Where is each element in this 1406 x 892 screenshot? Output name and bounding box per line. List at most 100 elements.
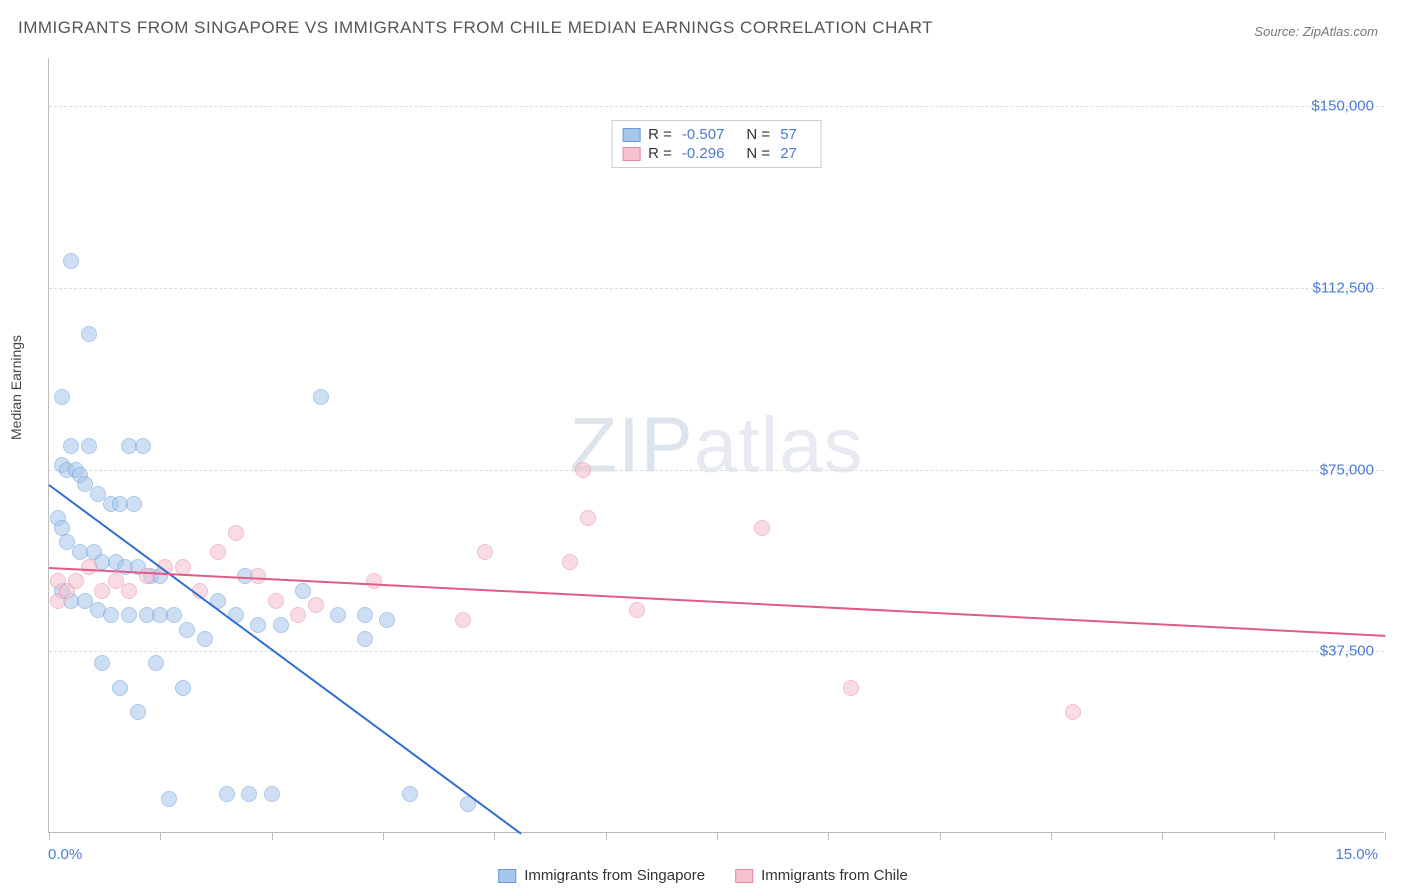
data-point [228,525,244,541]
data-point [402,786,418,802]
data-point [264,786,280,802]
data-point [379,612,395,628]
r-label: R = [648,145,672,162]
r-label: R = [648,126,672,143]
data-point [81,559,97,575]
x-tick [49,832,50,840]
data-point [357,631,373,647]
data-point [477,544,493,560]
stats-row-singapore: R = -0.507 N = 57 [622,125,811,144]
gridline [49,106,1384,107]
x-tick [606,832,607,840]
stats-legend-box: R = -0.507 N = 57 R = -0.296 N = 27 [611,120,822,168]
data-point [94,655,110,671]
legend-label-chile: Immigrants from Chile [761,867,908,884]
data-point [68,573,84,589]
data-point [1065,704,1081,720]
data-point [54,389,70,405]
data-point [455,612,471,628]
data-point [330,607,346,623]
stats-row-chile: R = -0.296 N = 27 [622,144,811,163]
data-point [175,559,191,575]
data-point [175,680,191,696]
y-tick-label: $75,000 [1320,461,1374,478]
data-point [250,568,266,584]
data-point [273,617,289,633]
data-point [81,326,97,342]
data-point [210,544,226,560]
y-tick-label: $150,000 [1311,98,1374,115]
legend-item-chile: Immigrants from Chile [735,867,908,884]
data-point [135,438,151,454]
gridline [49,288,1384,289]
x-axis-min-label: 0.0% [48,846,82,863]
data-point [121,583,137,599]
data-point [308,597,324,613]
data-point [130,704,146,720]
data-point [139,568,155,584]
data-point [366,573,382,589]
legend-swatch-chile [735,869,753,883]
data-point [197,631,213,647]
legend-swatch-singapore [498,869,516,883]
legend-item-singapore: Immigrants from Singapore [498,867,705,884]
data-point [63,438,79,454]
x-tick [828,832,829,840]
r-value-chile: -0.296 [682,145,725,162]
data-point [562,554,578,570]
x-tick [160,832,161,840]
chart-plot-area: ZIPatlas R = -0.507 N = 57 R = -0.296 N … [48,58,1384,833]
data-point [357,607,373,623]
n-label: N = [746,126,770,143]
n-value-chile: 27 [780,145,797,162]
trend-line [49,567,1385,637]
data-point [250,617,266,633]
data-point [103,607,119,623]
y-tick-label: $112,500 [1313,280,1374,297]
y-tick-label: $37,500 [1320,643,1374,660]
swatch-chile [622,147,640,161]
data-point [161,791,177,807]
data-point [63,253,79,269]
data-point [754,520,770,536]
data-point [290,607,306,623]
data-point [219,786,235,802]
trend-line [48,484,521,834]
source-attribution: Source: ZipAtlas.com [1254,24,1378,39]
data-point [629,602,645,618]
data-point [148,655,164,671]
x-tick [717,832,718,840]
x-tick [1385,832,1386,840]
gridline [49,470,1384,471]
data-point [843,680,859,696]
n-value-singapore: 57 [780,126,797,143]
chart-title: IMMIGRANTS FROM SINGAPORE VS IMMIGRANTS … [18,18,933,38]
legend-label-singapore: Immigrants from Singapore [524,867,705,884]
data-point [112,680,128,696]
x-tick [1051,832,1052,840]
data-point [121,607,137,623]
source-name: ZipAtlas.com [1303,24,1378,39]
data-point [575,462,591,478]
gridline [49,651,1384,652]
x-tick [383,832,384,840]
data-point [268,593,284,609]
data-point [179,622,195,638]
x-tick [272,832,273,840]
x-tick [1274,832,1275,840]
data-point [166,607,182,623]
source-label: Source: [1254,24,1299,39]
data-point [54,520,70,536]
x-tick [940,832,941,840]
data-point [580,510,596,526]
data-point [295,583,311,599]
swatch-singapore [622,128,640,142]
x-axis-max-label: 15.0% [1335,846,1378,863]
data-point [126,496,142,512]
watermark: ZIPatlas [569,400,863,491]
data-point [81,438,97,454]
data-point [313,389,329,405]
bottom-legend: Immigrants from Singapore Immigrants fro… [498,867,908,884]
r-value-singapore: -0.507 [682,126,725,143]
watermark-atlas: atlas [694,401,864,489]
